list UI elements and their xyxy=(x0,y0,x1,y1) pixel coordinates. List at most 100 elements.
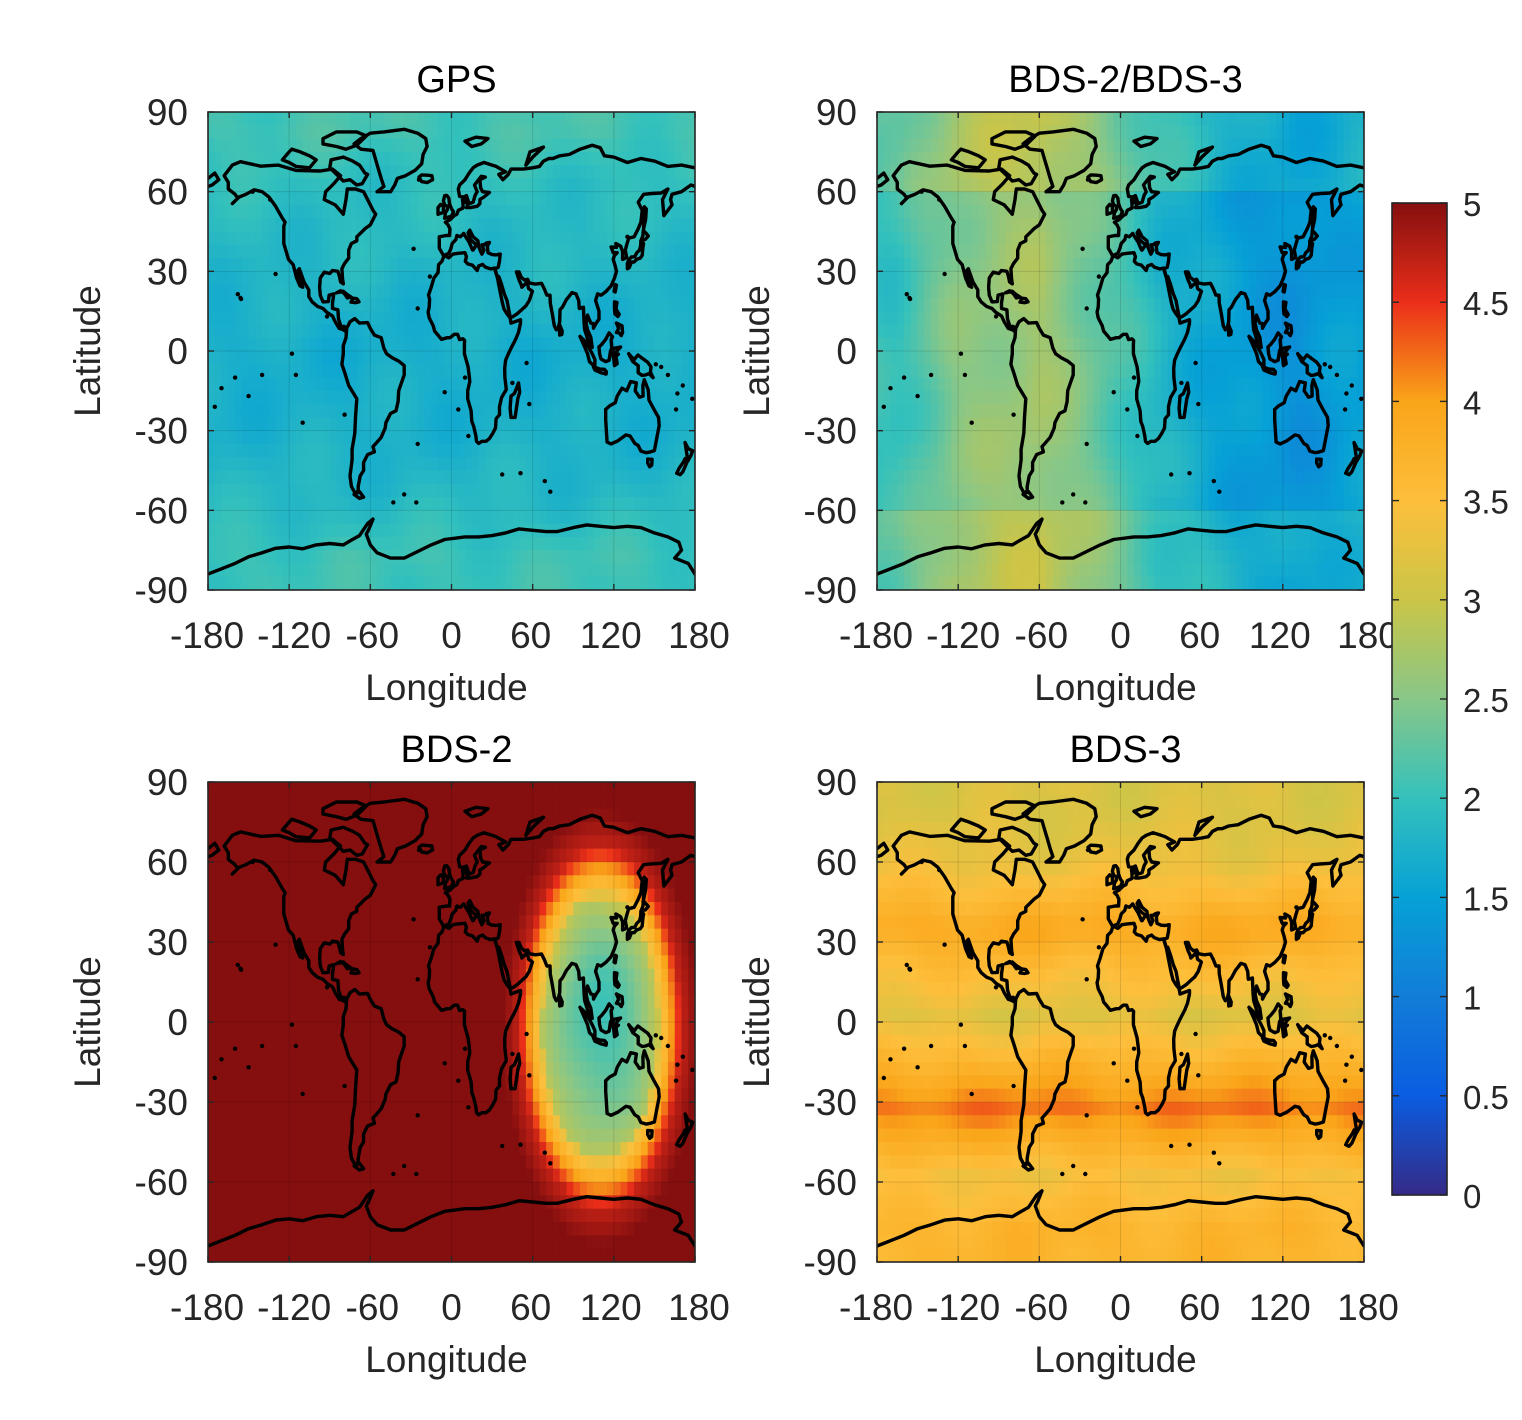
heatmap-cell xyxy=(519,191,527,206)
heatmap-cell xyxy=(417,404,426,418)
heatmap-cell xyxy=(1262,112,1270,126)
heatmap-cell xyxy=(883,191,892,206)
heatmap-cell xyxy=(667,324,676,339)
heatmap-cell xyxy=(620,417,628,432)
heatmap-cell xyxy=(255,191,263,206)
heatmap-cell xyxy=(214,497,223,511)
heatmap-cell xyxy=(931,497,939,511)
heatmap-cell xyxy=(1215,258,1223,272)
heatmap-cell xyxy=(390,563,398,578)
heatmap-cell xyxy=(1269,218,1277,233)
heatmap-cell xyxy=(282,178,290,193)
heatmap-cell xyxy=(1330,311,1338,326)
heatmap-cell xyxy=(268,576,277,590)
heatmap-cell xyxy=(897,457,905,472)
heatmap-cell xyxy=(1140,151,1149,166)
heatmap-cell xyxy=(1296,112,1304,126)
heatmap-cell xyxy=(309,483,317,498)
heatmap-cell xyxy=(1127,497,1135,511)
heatmap-cell xyxy=(1046,417,1054,432)
heatmap-cell xyxy=(1032,204,1040,219)
heatmap-cell xyxy=(1113,231,1122,246)
heatmap-cell xyxy=(255,178,263,193)
heatmap-cell xyxy=(552,576,561,590)
heatmap-cell xyxy=(1343,231,1352,246)
heatmap-cell xyxy=(1215,244,1223,259)
heatmap-cell xyxy=(410,417,419,432)
heatmap-cell xyxy=(910,390,919,405)
heatmap-cell xyxy=(607,470,615,485)
heatmap-cell xyxy=(647,311,656,326)
heatmap-cell xyxy=(674,258,683,272)
heatmap-cell xyxy=(1181,244,1189,259)
heatmap-cell xyxy=(268,191,277,206)
heatmap-cell xyxy=(1181,470,1189,485)
heatmap-cell xyxy=(350,151,358,166)
heatmap-cell xyxy=(991,165,1000,179)
heatmap-cell xyxy=(235,337,243,352)
heatmap-cell xyxy=(1127,510,1135,525)
heatmap-cell xyxy=(971,443,980,458)
heatmap-cell xyxy=(302,550,311,565)
heatmap-cell xyxy=(370,390,378,405)
heatmap-cell xyxy=(1052,324,1061,339)
heatmap-cell xyxy=(1269,337,1277,352)
heatmap-cell xyxy=(890,112,898,126)
heatmap-cell xyxy=(1032,112,1040,126)
heatmap-cell xyxy=(964,483,973,498)
heatmap-cell xyxy=(1012,483,1020,498)
heatmap-cell xyxy=(1120,377,1128,392)
heatmap-cell xyxy=(1181,151,1189,166)
heatmap-cell xyxy=(1255,443,1264,458)
heatmap-cell xyxy=(573,112,581,126)
heatmap-cell xyxy=(1086,178,1095,193)
heatmap-cell xyxy=(316,483,324,498)
heatmap-cell xyxy=(235,430,243,445)
heatmap-cell xyxy=(1350,337,1358,352)
heatmap-cell xyxy=(404,470,412,485)
heatmap-cell xyxy=(931,470,939,485)
heatmap-cell xyxy=(985,457,993,472)
heatmap-cell xyxy=(924,510,932,525)
heatmap-cell xyxy=(1167,324,1176,339)
heatmap-cell xyxy=(985,390,993,405)
heatmap-cell xyxy=(647,390,656,405)
heatmap-cell xyxy=(485,364,493,379)
heatmap-cell xyxy=(1120,457,1128,472)
heatmap-cell xyxy=(566,417,574,432)
heatmap-cell xyxy=(1235,483,1243,498)
heatmap-cell xyxy=(1005,138,1013,153)
heatmap-cell xyxy=(431,576,439,590)
heatmap-cell xyxy=(1255,430,1264,445)
heatmap-cell xyxy=(1201,125,1210,140)
heatmap-cell xyxy=(241,311,250,326)
heatmap-cell xyxy=(322,364,331,379)
heatmap-cell xyxy=(634,576,642,590)
heatmap-cell xyxy=(971,112,980,126)
heatmap-cell xyxy=(390,204,398,219)
heatmap-cell xyxy=(1147,204,1155,219)
heatmap-cell xyxy=(1188,112,1196,126)
heatmap-cell xyxy=(1255,231,1264,246)
heatmap-cell xyxy=(1235,204,1243,219)
heatmap-cell xyxy=(539,417,547,432)
heatmap-cell xyxy=(316,523,324,538)
heatmap-cell xyxy=(1296,390,1304,405)
heatmap-cell xyxy=(1269,258,1277,272)
heatmap-cell xyxy=(910,125,919,140)
heatmap-cell xyxy=(329,284,338,299)
heatmap-cell xyxy=(917,430,925,445)
heatmap-cell xyxy=(1201,244,1210,259)
heatmap-cell xyxy=(931,483,939,498)
heatmap-cell xyxy=(674,550,683,565)
heatmap-cell xyxy=(383,430,392,445)
heatmap-cell xyxy=(363,231,371,246)
heatmap-cell xyxy=(1005,112,1013,126)
heatmap-cell xyxy=(1309,138,1318,153)
heatmap-cell xyxy=(478,470,486,485)
heatmap-cell xyxy=(485,191,493,206)
heatmap-cell xyxy=(268,112,277,126)
heatmap-cell xyxy=(944,390,952,405)
heatmap-cell xyxy=(377,284,385,299)
heatmap-cell xyxy=(1215,324,1223,339)
